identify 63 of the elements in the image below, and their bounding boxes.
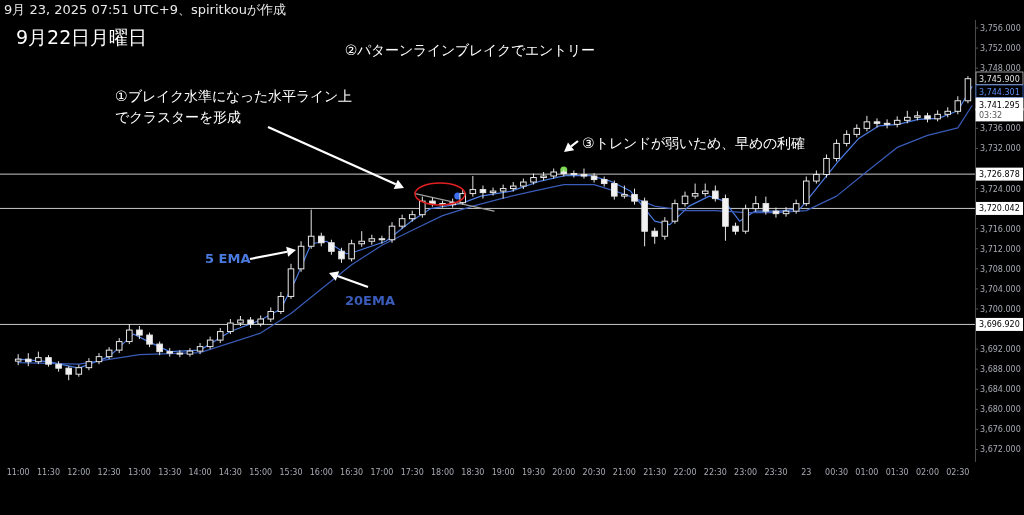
x-tick-label: 15:30: [279, 468, 303, 477]
x-tick-label: 16:00: [309, 468, 333, 477]
x-tick-label: 11:00: [6, 468, 30, 477]
x-tick-label: 13:30: [158, 468, 182, 477]
text: 03:32: [979, 111, 1003, 120]
x-tick-label: 18:00: [431, 468, 455, 477]
y-tick-label: 3,672.000: [980, 445, 1021, 455]
text: 5 EMA: [205, 251, 251, 266]
x-tick-label: 02:30: [946, 468, 970, 477]
x-tick-label: 18:30: [461, 468, 485, 477]
y-tick-label: 3,748.000: [980, 64, 1021, 74]
y-tick-label: 3,704.000: [980, 284, 1021, 294]
y-tick-label: 3,680.000: [980, 405, 1021, 415]
y-tick-label: 3,756.000: [980, 24, 1021, 34]
x-tick-label: 21:30: [643, 468, 667, 477]
y-tick-label: 3,732.000: [980, 144, 1021, 154]
chart-title: 9月22日月曜日: [16, 26, 148, 48]
series-label: 20EMA: [345, 293, 395, 308]
text: 9月 23, 2025 07:51 UTC+9、spiritkouが作成: [4, 2, 286, 17]
x-tick-label: 17:00: [370, 468, 394, 477]
x-tick-label: 01:00: [855, 468, 879, 477]
y-tick-label: 3,716.000: [980, 224, 1021, 234]
x-tick-label: 22:00: [673, 468, 697, 477]
y-tick-label: 3,684.000: [980, 385, 1021, 395]
x-tick-label: 23:30: [764, 468, 788, 477]
x-tick-label: 21:00: [612, 468, 636, 477]
x-tick-label: 23: [801, 468, 812, 477]
x-tick-label: 20:30: [582, 468, 606, 477]
y-tick-label: 3,692.000: [980, 345, 1021, 355]
x-tick-label: 00:30: [825, 468, 849, 477]
y-tick-label: 3,712.000: [980, 244, 1021, 254]
x-tick-label: 12:30: [97, 468, 121, 477]
y-tick-label: 3,752.000: [980, 44, 1021, 54]
x-tick-label: 14:00: [188, 468, 212, 477]
ref-line-label: 3,726.878: [979, 170, 1020, 180]
y-tick-label: 3,700.000: [980, 304, 1021, 314]
x-tick-label: 01:30: [885, 468, 909, 477]
x-tick-label: 14:30: [218, 468, 242, 477]
x-tick-label: 13:00: [127, 468, 151, 477]
x-tick-label: 11:30: [36, 468, 61, 477]
x-tick-label: 23:00: [734, 468, 758, 477]
text: 3,741.295: [979, 100, 1020, 110]
x-tick-label: 16:30: [340, 468, 364, 477]
x-tick-label: 12:00: [67, 468, 91, 477]
text: 3,744.301: [979, 87, 1020, 97]
y-tick-label: 3,724.000: [980, 184, 1021, 194]
x-tick-label: 19:30: [521, 468, 545, 477]
ref-line-label: 3,696.920: [979, 320, 1020, 330]
x-tick-label: 19:00: [491, 468, 515, 477]
y-tick-label: 3,736.000: [980, 124, 1021, 134]
x-tick-label: 20:00: [552, 468, 576, 477]
text: 3,745.900: [979, 74, 1020, 84]
annotation: ③トレンドが弱いため、早めの利確: [582, 135, 805, 151]
y-tick-label: 3,708.000: [980, 264, 1021, 274]
annotation: ①ブレイク水準になった水平ライン上でクラスターを形成: [115, 88, 352, 125]
ref-line-label: 3,720.042: [979, 204, 1020, 214]
y-tick-label: 3,676.000: [980, 425, 1021, 435]
x-tick-label: 17:30: [400, 468, 424, 477]
y-tick-label: 3,688.000: [980, 365, 1021, 375]
x-tick-label: 02:00: [915, 468, 940, 477]
x-tick-label: 22:30: [703, 468, 727, 477]
annotation: ②パターンラインブレイクでエントリー: [344, 42, 596, 58]
x-tick-label: 15:00: [249, 468, 273, 477]
